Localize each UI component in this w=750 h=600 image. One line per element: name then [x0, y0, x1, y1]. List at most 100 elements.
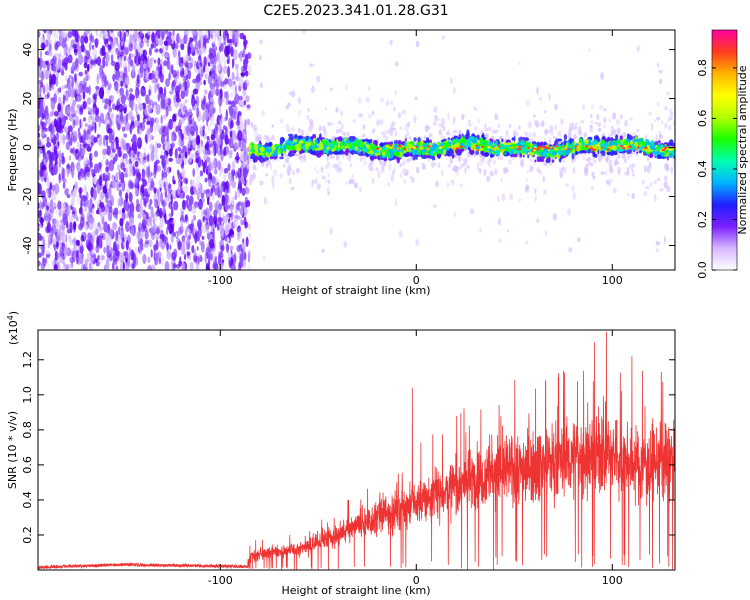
noise-speckle — [202, 125, 205, 131]
noise-speckle — [99, 191, 104, 201]
noise-speckle — [118, 210, 122, 215]
noise-speckle — [40, 165, 47, 171]
noise-speckle — [163, 60, 168, 67]
noise-speckle — [244, 79, 250, 88]
noise-speckle — [204, 227, 210, 233]
noise-speckle — [39, 63, 42, 71]
noise-speckle — [122, 209, 126, 221]
noise-speckle — [173, 200, 179, 211]
halo-speckle — [398, 112, 402, 119]
noise-speckle — [159, 218, 163, 230]
noise-speckle — [96, 184, 101, 194]
noise-speckle — [89, 257, 94, 262]
halo-speckle — [316, 183, 321, 190]
noise-speckle — [50, 230, 55, 239]
noise-speckle — [142, 213, 147, 219]
noise-speckle — [180, 219, 183, 230]
noise-speckle — [150, 180, 155, 189]
halo-speckle — [321, 248, 325, 253]
noise-speckle — [132, 36, 135, 47]
halo-speckle — [300, 129, 305, 136]
noise-speckle — [115, 214, 118, 221]
noise-speckle — [234, 63, 239, 69]
halo-speckle — [359, 186, 362, 192]
noise-speckle — [192, 178, 195, 188]
noise-speckle — [162, 204, 165, 212]
noise-speckle — [144, 188, 148, 197]
halo-speckle — [352, 118, 356, 124]
noise-speckle — [166, 132, 169, 143]
halo-speckle — [273, 168, 278, 177]
noise-speckle — [186, 251, 191, 256]
halo-speckle — [309, 118, 314, 126]
halo-speckle — [629, 117, 633, 121]
noise-speckle — [164, 236, 168, 243]
noise-speckle — [240, 72, 246, 77]
noise-speckle — [99, 230, 103, 237]
noise-speckle — [226, 32, 230, 44]
noise-speckle — [147, 164, 151, 176]
halo-speckle — [584, 168, 589, 177]
noise-speckle — [42, 144, 46, 156]
noise-speckle — [140, 238, 143, 249]
noise-speckle — [181, 244, 186, 256]
noise-speckle — [233, 142, 239, 151]
noise-speckle — [211, 47, 215, 56]
halo-speckle — [623, 132, 627, 138]
noise-speckle — [210, 96, 214, 103]
halo-speckle — [320, 167, 324, 174]
noise-speckle — [168, 72, 171, 81]
halo-speckle — [664, 122, 668, 129]
noise-speckle — [204, 89, 208, 95]
halo-speckle — [517, 125, 521, 130]
halo-speckle — [322, 125, 326, 132]
noise-speckle — [158, 239, 163, 248]
noise-speckle — [123, 46, 129, 56]
halo-speckle — [494, 114, 499, 121]
noise-speckle — [65, 233, 68, 243]
halo-speckle — [297, 127, 301, 133]
halo-speckle — [259, 54, 262, 61]
noise-speckle — [225, 90, 229, 103]
halo-speckle — [447, 112, 450, 120]
noise-speckle — [52, 243, 56, 248]
halo-speckle — [544, 161, 548, 167]
noise-speckle — [153, 248, 157, 256]
noise-speckle — [171, 142, 175, 148]
halo-speckle — [584, 132, 588, 137]
noise-speckle — [103, 264, 107, 270]
noise-speckle — [61, 202, 66, 214]
noise-speckle — [102, 148, 107, 156]
noise-speckle — [192, 167, 195, 178]
halo-speckle — [289, 180, 292, 185]
noise-speckle — [41, 127, 46, 137]
halo-speckle — [291, 90, 296, 98]
noise-speckle — [60, 69, 65, 76]
noise-speckle — [92, 221, 97, 232]
halo-speckle — [651, 123, 654, 131]
noise-speckle — [245, 95, 250, 103]
noise-speckle — [59, 255, 65, 264]
noise-speckle — [160, 115, 163, 125]
noise-speckle — [79, 175, 83, 181]
halo-speckle — [582, 103, 586, 111]
halo-speckle — [616, 127, 621, 135]
noise-speckle — [179, 193, 185, 199]
noise-speckle — [40, 190, 46, 199]
noise-speckle — [151, 32, 156, 44]
noise-speckle — [172, 80, 176, 87]
halo-speckle — [259, 39, 263, 45]
noise-speckle — [241, 179, 246, 185]
noise-speckle — [74, 115, 80, 126]
noise-speckle — [101, 216, 105, 225]
halo-speckle — [489, 172, 492, 176]
halo-speckle — [617, 171, 621, 176]
halo-speckle — [552, 213, 557, 221]
noise-speckle — [142, 179, 148, 187]
noise-speckle — [150, 117, 155, 125]
halo-speckle — [572, 191, 576, 200]
halo-speckle — [580, 119, 585, 124]
noise-speckle — [179, 62, 184, 70]
halo-speckle — [343, 132, 347, 137]
noise-speckle — [160, 58, 163, 67]
